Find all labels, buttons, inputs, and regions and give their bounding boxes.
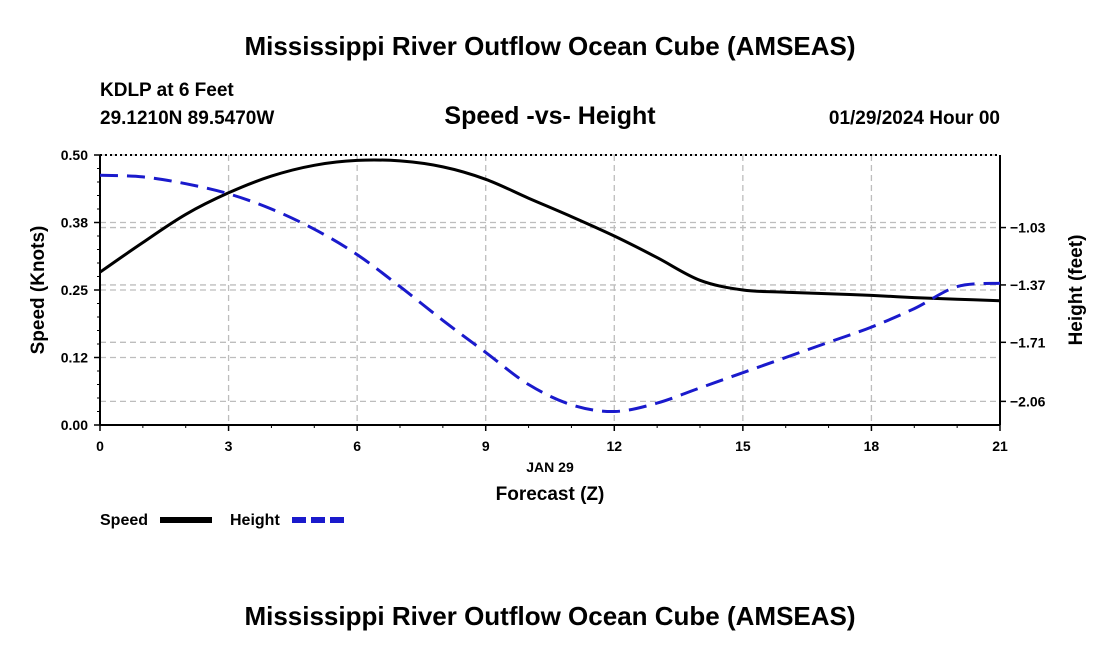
x-tick-label: 0: [96, 438, 104, 454]
x-axis-sublabel: JAN 29: [526, 459, 574, 475]
y-tick-label: 0.00: [61, 417, 88, 433]
tick-layer: 0 3 6 9 12 15 18 21 0.00 0.12 0.25 0.38 0.50 −2.06 −1.…: [61, 147, 1046, 454]
y-tick-label: 0.38: [61, 215, 88, 231]
y-tick-label: 0.12: [61, 350, 88, 366]
station-coords: 29.1210N 89.5470W: [100, 108, 274, 129]
bottom-title: Mississippi River Outflow Ocean Cube (AM…: [244, 601, 855, 631]
forecast-date: 01/29/2024 Hour 00: [829, 108, 1000, 129]
station-label: KDLP at 6 Feet: [100, 80, 234, 101]
series-layer: [99, 158, 1001, 414]
x-tick-label: 6: [353, 438, 361, 454]
legend: Speed Height: [100, 512, 344, 529]
page-title: Mississippi River Outflow Ocean Cube (AM…: [244, 31, 855, 61]
x-tick-label: 9: [482, 438, 490, 454]
legend-speed-label: Speed: [100, 512, 148, 529]
y-tick-label: 0.50: [61, 147, 88, 163]
series-height-line: [99, 173, 1001, 414]
y2-tick-label: −1.37: [1010, 277, 1046, 293]
x-tick-label: 12: [606, 438, 622, 454]
y2-tick-label: −1.71: [1010, 334, 1046, 350]
x-tick-label: 3: [225, 438, 233, 454]
x-axis-label: Forecast (Z): [496, 484, 605, 505]
series-speed-line: [99, 158, 1001, 303]
x-tick-label: 15: [735, 438, 751, 454]
x-tick-label: 18: [864, 438, 880, 454]
y2-axis-label: Height (feet): [1066, 235, 1087, 346]
y2-tick-label: −2.06: [1010, 393, 1046, 409]
y2-tick-label: −1.03: [1010, 220, 1046, 236]
y-axis-label: Speed (Knots): [28, 226, 49, 355]
y-tick-label: 0.25: [61, 282, 88, 298]
chart-title: Speed -vs- Height: [444, 102, 656, 130]
x-tick-label: 21: [992, 438, 1008, 454]
legend-height-label: Height: [230, 512, 280, 529]
